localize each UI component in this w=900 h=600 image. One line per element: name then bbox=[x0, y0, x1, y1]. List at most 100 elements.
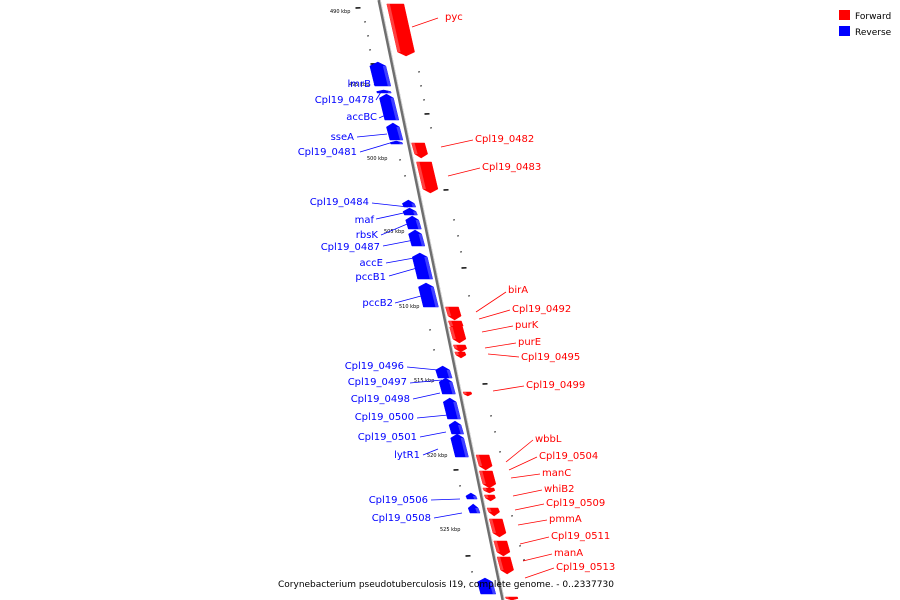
forward-gene-feature bbox=[454, 351, 467, 359]
leader-line bbox=[440, 139, 474, 148]
forward-gene-feature-shade bbox=[484, 495, 489, 498]
leader-line bbox=[373, 79, 379, 86]
forward-gene-feature-shade bbox=[453, 345, 458, 349]
forward-gene-label: pyc bbox=[445, 12, 463, 23]
reverse-gene-feature-shade bbox=[382, 66, 391, 86]
reverse-gene-feature-shade bbox=[472, 496, 478, 499]
leader-line bbox=[522, 553, 553, 562]
legend-label-reverse: Reverse bbox=[855, 28, 892, 38]
reverse-gene-feature bbox=[467, 503, 481, 514]
kbp-tick-label: 525 kbp bbox=[440, 527, 460, 533]
reverse-gene-feature-shade bbox=[390, 98, 399, 120]
forward-gene-feature-shade bbox=[416, 162, 426, 189]
reverse-gene-label: Cpl19_0498 bbox=[351, 394, 410, 405]
forward-gene-feature bbox=[493, 540, 511, 557]
leader-line bbox=[356, 133, 388, 138]
forward-gene-label: Cpl19_0499 bbox=[526, 380, 585, 391]
forward-gene-label: Cpl19_0511 bbox=[551, 531, 610, 542]
reverse-gene-label: Cpl19_0508 bbox=[372, 513, 431, 524]
reverse-gene-label: Cpl19_0487 bbox=[321, 242, 380, 253]
forward-gene-label: whiB2 bbox=[544, 484, 575, 495]
reverse-gene-feature-shade bbox=[415, 220, 422, 229]
reverse-gene-feature bbox=[435, 365, 453, 379]
gene-features bbox=[369, 3, 519, 600]
forward-gene-feature bbox=[411, 142, 428, 159]
reverse-gene-label: Cpl19_0501 bbox=[358, 432, 417, 443]
forward-gene-feature bbox=[486, 507, 500, 517]
leader-line bbox=[388, 267, 418, 277]
kbp-tick-label: 500 kbp bbox=[367, 156, 387, 162]
gene-labels: pyc Cpl19_0482 Cpl19_0483 birA Cpl19_0492pur… bbox=[298, 12, 616, 573]
forward-gene-feature-shade bbox=[476, 455, 483, 466]
reverse-gene-feature bbox=[465, 492, 478, 500]
reverse-gene-label: Cpl19_0497 bbox=[348, 377, 407, 388]
leader-line bbox=[375, 91, 382, 101]
forward-gene-feature-shade bbox=[448, 321, 454, 326]
reverse-gene-feature-shade bbox=[399, 142, 403, 144]
leader-line bbox=[475, 291, 507, 313]
reverse-gene-label: Cpl19_0484 bbox=[310, 197, 369, 208]
reverse-gene-feature-shade bbox=[446, 370, 453, 378]
reverse-gene-feature-shade bbox=[424, 257, 433, 279]
forward-gene-feature bbox=[475, 454, 493, 471]
forward-gene-feature-shade bbox=[497, 557, 504, 570]
forward-gene-label: purK bbox=[515, 320, 539, 331]
leader-line bbox=[505, 439, 534, 463]
reverse-gene-label: lmrB bbox=[348, 79, 372, 90]
kbp-labels: 490 kbp 495 kbp 500 kbp 505 kbp 510 kbp 515 k… bbox=[330, 9, 460, 533]
forward-gene-label: wbbL bbox=[535, 434, 562, 445]
forward-gene-label: Cpl19_0495 bbox=[521, 352, 580, 363]
leader-line bbox=[371, 202, 409, 208]
leader-line bbox=[514, 503, 545, 511]
forward-gene-label: Cpl19_0492 bbox=[512, 304, 571, 315]
reverse-gene-feature bbox=[448, 420, 465, 435]
kbp-tick-label: 490 kbp bbox=[330, 9, 350, 15]
reverse-gene-feature bbox=[408, 229, 426, 247]
reverse-gene-feature-faded-shade bbox=[489, 582, 496, 594]
leader-line bbox=[510, 473, 541, 479]
forward-gene-feature-shade bbox=[411, 143, 418, 154]
legend-label-forward: Forward bbox=[855, 12, 891, 22]
forward-gene-label: purE bbox=[518, 337, 541, 348]
reverse-gene-label: Cpl19_0478 bbox=[315, 95, 374, 106]
leader-line bbox=[492, 385, 525, 392]
forward-gene-feature bbox=[496, 556, 514, 575]
forward-gene-feature bbox=[416, 161, 439, 194]
leader-line bbox=[484, 342, 517, 349]
reverse-gene-feature-shade bbox=[412, 211, 418, 215]
leader-line bbox=[524, 567, 555, 579]
reverse-gene-feature-shade bbox=[387, 91, 392, 93]
forward-gene-feature-shade bbox=[489, 519, 496, 533]
reverse-gene-feature bbox=[442, 397, 461, 420]
forward-gene-feature-shade bbox=[482, 488, 487, 491]
reverse-gene-label: Cpl19_0481 bbox=[298, 147, 357, 158]
reverse-gene-feature-shade bbox=[475, 508, 481, 513]
forward-gene-label: Cpl19_0509 bbox=[546, 498, 605, 509]
forward-gene-feature bbox=[488, 518, 507, 538]
reverse-gene-feature-shade bbox=[430, 287, 439, 307]
leader-line bbox=[394, 295, 422, 304]
leader-line bbox=[382, 239, 415, 247]
forward-gene-label: manC bbox=[542, 468, 571, 479]
forward-gene-feature-shade bbox=[463, 392, 467, 394]
forward-gene-feature-shade bbox=[486, 508, 492, 512]
kbp-tick-label: 520 kbp bbox=[427, 453, 447, 459]
forward-gene-feature bbox=[452, 344, 468, 353]
reverse-gene-label: pccB1 bbox=[355, 272, 386, 283]
reverse-gene-label: Cpl19_0496 bbox=[345, 361, 404, 372]
genome-caption: Corynebacterium pseudotuberculosis I19, … bbox=[278, 580, 614, 590]
legend: Forward Reverse bbox=[839, 10, 892, 38]
reverse-gene-feature bbox=[411, 252, 433, 280]
leader-line bbox=[406, 366, 439, 371]
reverse-gene-label: accE bbox=[360, 258, 383, 269]
reverse-gene-feature bbox=[376, 89, 392, 94]
leader-line bbox=[447, 167, 481, 177]
forward-gene-label: Cpl19_0504 bbox=[539, 451, 598, 462]
reverse-gene-feature bbox=[418, 282, 439, 308]
leader-line bbox=[409, 379, 443, 384]
reverse-gene-label: Cpl19_0500 bbox=[355, 412, 414, 423]
leader-line bbox=[385, 257, 415, 264]
leader-line bbox=[487, 353, 520, 358]
reverse-gene-feature bbox=[438, 377, 456, 395]
leader-line bbox=[411, 17, 439, 28]
